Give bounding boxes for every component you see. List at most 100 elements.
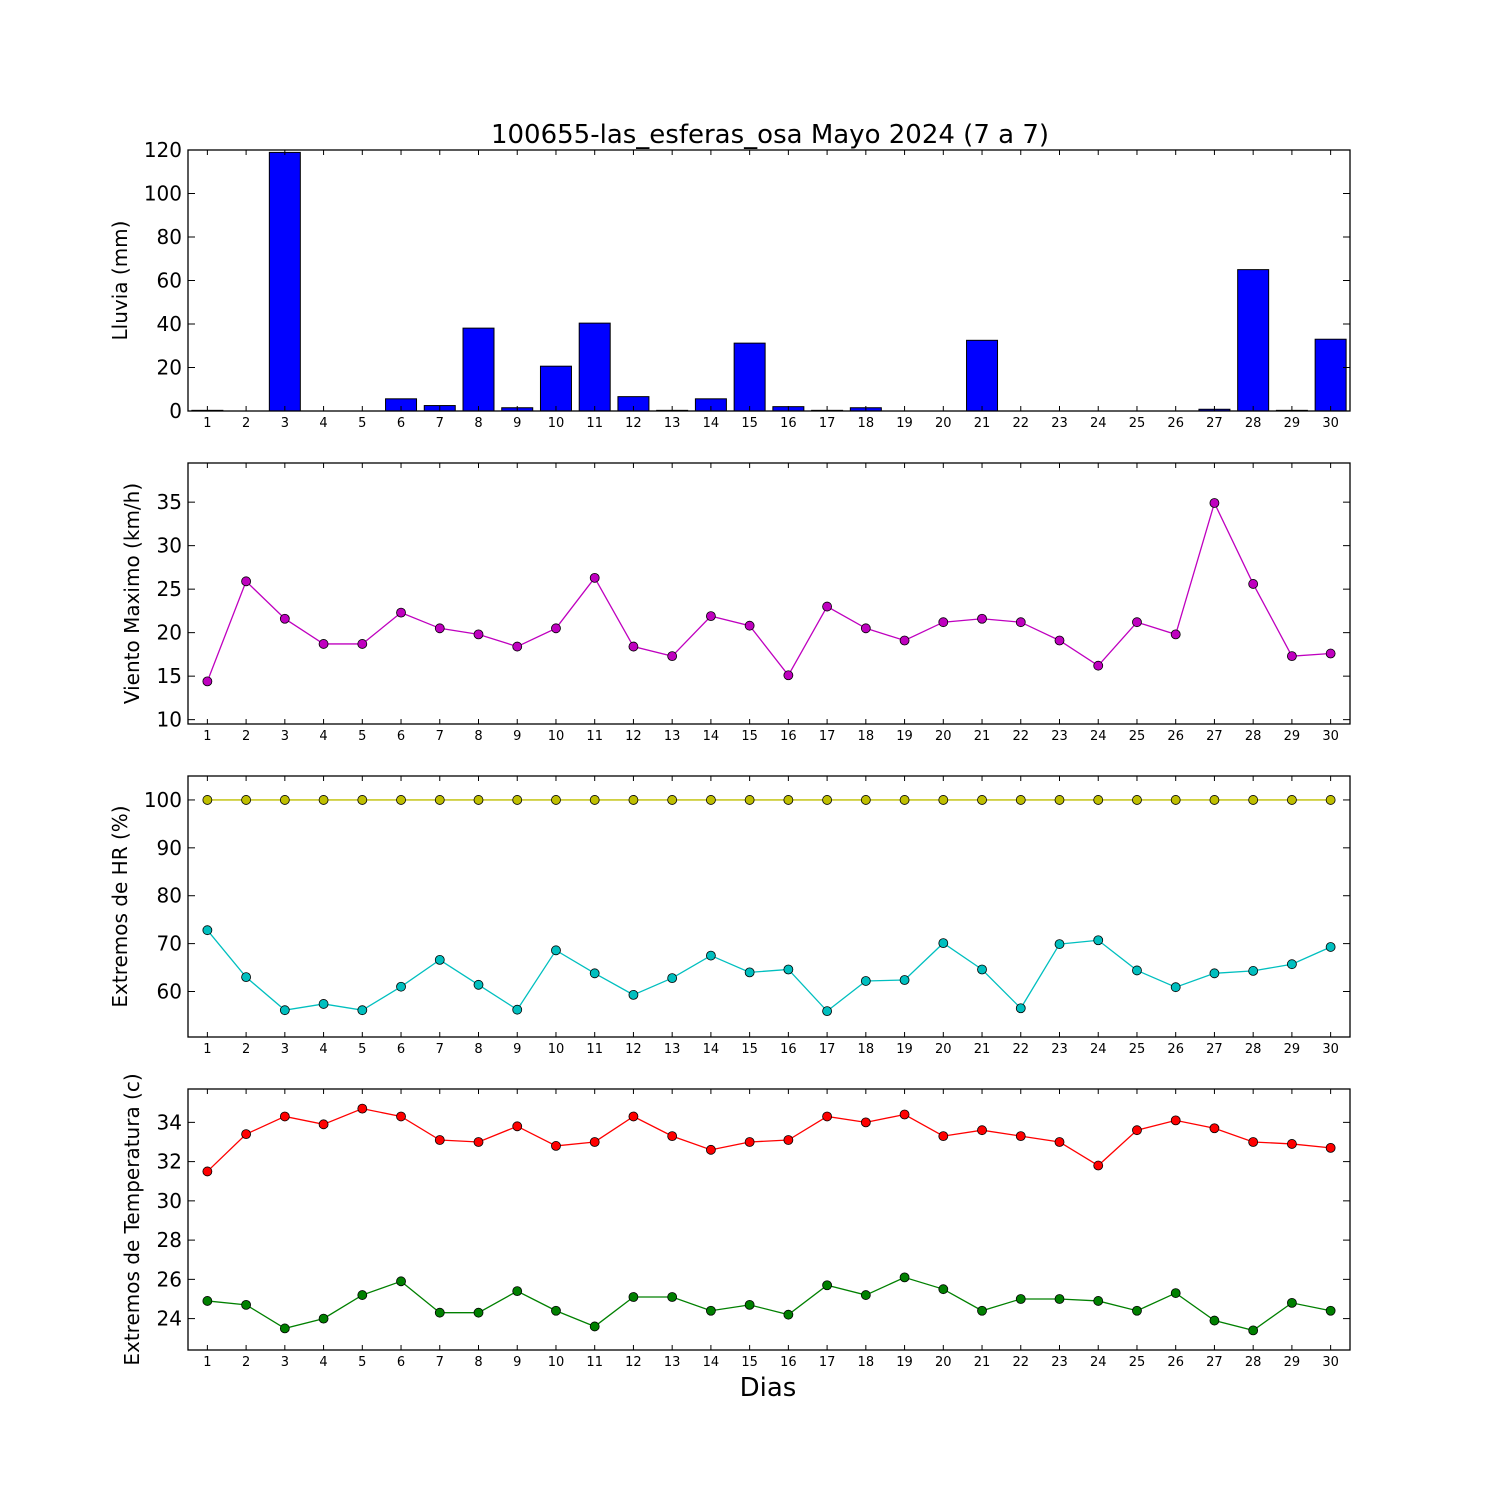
wind-point-0-day-2 — [241, 576, 252, 587]
x-tick-label: 4 — [319, 1355, 327, 1370]
wind-series-0 — [202, 498, 1336, 687]
hr-point-1-day-29 — [1287, 959, 1297, 970]
x-tick-label: 26 — [1167, 1355, 1184, 1370]
temp-point-0-day-29 — [1287, 1139, 1297, 1149]
wind-point-0-day-11 — [589, 572, 600, 583]
x-tick-label: 20 — [935, 729, 952, 744]
y-tick-label: 80 — [157, 884, 182, 908]
bar-day-21 — [966, 339, 999, 412]
x-tick-label: 27 — [1206, 729, 1223, 744]
hr-point-1-day-16 — [783, 964, 794, 975]
x-tick-label: 12 — [625, 1355, 642, 1370]
x-tick-label: 11 — [586, 1042, 603, 1057]
bar-day-15 — [733, 342, 766, 412]
x-tick-label: 7 — [436, 1042, 444, 1057]
x-tick-label: 7 — [436, 729, 444, 744]
x-tick-label: 30 — [1322, 416, 1339, 431]
x-tick-label: 13 — [664, 729, 681, 744]
x-tick-label: 25 — [1129, 416, 1146, 431]
temp-point-1-day-2 — [241, 1299, 252, 1310]
x-tick-label: 27 — [1206, 416, 1223, 431]
temp-point-0-day-22 — [1015, 1131, 1026, 1141]
x-tick-label: 14 — [703, 416, 720, 431]
wind-point-0-day-6 — [396, 607, 406, 618]
hr-point-0-day-28 — [1248, 795, 1259, 805]
hr-point-1-day-15 — [744, 967, 755, 978]
x-tick-label: 2 — [242, 1355, 250, 1370]
hr-point-0-day-12 — [628, 795, 639, 805]
y-tick-label: 10 — [157, 708, 182, 732]
wind-point-0-day-9 — [512, 641, 523, 652]
hr-point-1-day-25 — [1132, 965, 1142, 976]
x-tick-label: 14 — [703, 1042, 720, 1057]
x-tick-label: 13 — [664, 1355, 681, 1370]
x-tick-label: 21 — [974, 729, 991, 744]
temp-point-1-day-18 — [860, 1290, 871, 1300]
hr-point-1-day-10 — [551, 945, 561, 956]
wind-point-0-day-7 — [434, 623, 445, 634]
x-tick-label: 4 — [319, 416, 327, 431]
hr-point-1-day-13 — [667, 973, 678, 983]
x-tick-label: 18 — [858, 729, 875, 744]
rain-series-0 — [191, 151, 1347, 412]
y-tick-label: 32 — [157, 1150, 182, 1174]
x-tick-label: 15 — [741, 1355, 758, 1370]
wind-y-axis-label: Viento Maximo (km/h) — [120, 483, 144, 704]
x-tick-label: 3 — [281, 729, 289, 744]
x-tick-label: 15 — [741, 416, 758, 431]
temp-point-1-day-22 — [1015, 1294, 1026, 1304]
x-tick-label: 15 — [741, 729, 758, 744]
y-tick-label: 34 — [157, 1110, 182, 1134]
wind-point-0-day-4 — [318, 639, 329, 649]
bar-day-11 — [578, 322, 611, 412]
x-tick-label: 28 — [1245, 729, 1262, 744]
hr-point-0-day-29 — [1287, 795, 1297, 805]
temp-point-1-day-23 — [1054, 1294, 1065, 1304]
x-tick-label: 11 — [586, 729, 603, 744]
temp-point-1-day-14 — [706, 1305, 716, 1316]
temp-point-1-day-10 — [551, 1305, 561, 1316]
temp-point-1-day-13 — [667, 1292, 678, 1302]
x-tick-label: 16 — [780, 416, 797, 431]
wind-point-0-day-8 — [473, 629, 484, 640]
hr-point-0-day-13 — [667, 795, 678, 805]
x-tick-label: 17 — [819, 729, 836, 744]
temp-point-1-day-12 — [628, 1292, 639, 1302]
temp-point-0-day-19 — [899, 1109, 910, 1120]
x-tick-label: 9 — [513, 729, 521, 744]
wind-point-0-day-22 — [1015, 617, 1026, 628]
temp-point-1-day-16 — [783, 1309, 794, 1320]
x-tick-label: 20 — [935, 1355, 952, 1370]
x-tick-label: 29 — [1284, 729, 1301, 744]
x-tick-label: 12 — [625, 1042, 642, 1057]
x-tick-label: 8 — [474, 1355, 482, 1370]
hr-point-1-day-21 — [977, 964, 987, 975]
x-tick-label: 24 — [1090, 416, 1107, 431]
temp-point-0-day-18 — [860, 1117, 871, 1128]
hr-point-0-day-22 — [1015, 795, 1026, 805]
hr-point-0-day-5 — [357, 795, 368, 805]
temp-point-0-day-13 — [667, 1131, 678, 1141]
hr-point-0-day-14 — [706, 795, 716, 805]
hr-point-1-day-17 — [822, 1006, 832, 1017]
temp-point-0-day-20 — [938, 1131, 949, 1141]
hr-point-0-day-20 — [938, 795, 949, 805]
hr-point-0-day-1 — [202, 795, 213, 805]
x-tick-label: 9 — [513, 416, 521, 431]
y-tick-label: 24 — [157, 1307, 182, 1331]
x-tick-label: 11 — [586, 1355, 603, 1370]
hr-point-1-day-20 — [938, 938, 949, 949]
hr-point-0-day-26 — [1170, 795, 1181, 805]
x-tick-label: 6 — [397, 729, 405, 744]
x-tick-label: 22 — [1012, 416, 1029, 431]
x-tick-label: 19 — [896, 1042, 913, 1057]
y-tick-label: 26 — [157, 1267, 182, 1291]
x-tick-label: 5 — [358, 729, 366, 744]
hr-point-0-day-10 — [551, 795, 561, 805]
hr-point-0-day-30 — [1325, 795, 1336, 805]
x-tick-label: 30 — [1322, 729, 1339, 744]
x-tick-label: 8 — [474, 1042, 482, 1057]
x-tick-label: 9 — [513, 1042, 521, 1057]
